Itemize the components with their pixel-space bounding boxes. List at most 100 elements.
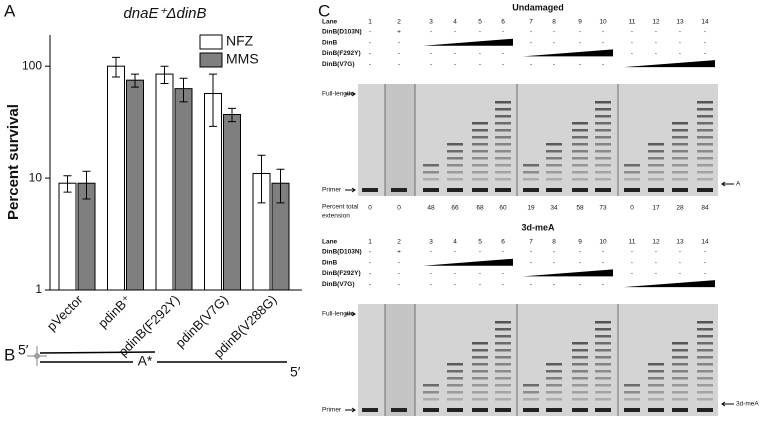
gel-band xyxy=(672,171,688,174)
gel-band xyxy=(595,108,611,111)
condition-mark: - xyxy=(398,259,400,266)
condition-mark: - xyxy=(631,29,633,36)
gel-band xyxy=(523,398,539,401)
condition-mark: - xyxy=(602,61,604,68)
gel-band xyxy=(697,178,713,181)
gel-band xyxy=(546,363,562,366)
gel-band xyxy=(624,408,640,412)
gel-band xyxy=(495,108,511,111)
condition-mark: - xyxy=(553,29,555,36)
wedge xyxy=(624,60,715,68)
condition-mark: - xyxy=(679,270,681,277)
gel-band xyxy=(697,115,713,118)
gel-band xyxy=(523,178,539,181)
condition-mark: - xyxy=(631,270,633,277)
gel-band xyxy=(572,398,588,401)
primer-label: Primer xyxy=(322,407,342,414)
gel-band xyxy=(648,171,664,174)
condition-mark: + xyxy=(397,29,401,36)
condition-mark: - xyxy=(679,39,681,46)
gel-band xyxy=(472,377,488,380)
arrow xyxy=(345,91,356,97)
lane-header: Lane xyxy=(322,239,338,246)
gel-band xyxy=(697,122,713,125)
lane-number: 12 xyxy=(652,239,660,246)
condition-mark: - xyxy=(430,281,432,288)
gel-band xyxy=(572,157,588,160)
row-label: DinB(V7G) xyxy=(322,61,355,68)
gel-band xyxy=(495,150,511,153)
condition-mark: + xyxy=(397,249,401,256)
extension-value: 66 xyxy=(451,205,459,212)
gel-band xyxy=(423,188,439,192)
gel-band xyxy=(572,370,588,373)
gel-band xyxy=(572,178,588,181)
gel-band xyxy=(472,349,488,352)
gel-band xyxy=(697,408,713,412)
condition-mark: - xyxy=(602,29,604,36)
condition-mark: - xyxy=(704,39,706,46)
gel-band xyxy=(546,188,562,192)
gel-band xyxy=(495,391,511,394)
gel-band xyxy=(595,384,611,387)
condition-mark: - xyxy=(704,50,706,57)
gel-band xyxy=(572,129,588,132)
gel-band xyxy=(672,342,688,345)
gel-band xyxy=(595,188,611,192)
condition-mark: - xyxy=(454,270,456,277)
gel-band xyxy=(648,157,664,160)
gel-band xyxy=(572,356,588,359)
gel-band xyxy=(472,129,488,132)
gel-band xyxy=(595,122,611,125)
gel-band xyxy=(472,150,488,153)
gel-band xyxy=(672,129,688,132)
gel-band xyxy=(546,164,562,167)
gel-band xyxy=(624,178,640,181)
lane-number: 6 xyxy=(501,19,505,26)
gel-band xyxy=(595,377,611,380)
condition-mark: - xyxy=(479,29,481,36)
gel-band xyxy=(472,408,488,412)
condition-mark: - xyxy=(479,249,481,256)
gel-band xyxy=(672,136,688,139)
extension-label: Percent total xyxy=(322,204,359,211)
condition-mark: - xyxy=(704,29,706,36)
gel-band xyxy=(472,171,488,174)
bar xyxy=(107,65,125,291)
row-label: DinB(D103N) xyxy=(322,249,362,256)
error-bar xyxy=(228,107,236,123)
gel-band xyxy=(697,188,713,192)
gel-band xyxy=(697,370,713,373)
lane-number: 8 xyxy=(552,239,556,246)
condition-mark: - xyxy=(502,270,504,277)
gel-band xyxy=(472,398,488,401)
condition-mark: - xyxy=(398,50,400,57)
condition-mark: - xyxy=(479,61,481,68)
lesion-arrow-label: A xyxy=(736,181,741,188)
gel-band xyxy=(697,335,713,338)
gel-band xyxy=(595,157,611,160)
gel-band xyxy=(472,188,488,192)
condition-mark: - xyxy=(479,281,481,288)
gel-band xyxy=(523,408,539,412)
gel-band xyxy=(495,328,511,331)
lane-number: 11 xyxy=(629,19,636,26)
gel-band xyxy=(595,356,611,359)
condition-mark: - xyxy=(631,249,633,256)
lane-number: 8 xyxy=(552,19,556,26)
condition-mark: - xyxy=(553,39,555,46)
extension-value: 68 xyxy=(476,205,484,212)
lane-number: 7 xyxy=(529,239,533,246)
bar xyxy=(126,79,144,291)
gel-band xyxy=(648,370,664,373)
gel-band xyxy=(672,356,688,359)
gel-band xyxy=(546,408,562,412)
condition-mark: - xyxy=(454,281,456,288)
bar xyxy=(174,88,193,291)
extension-value: 0 xyxy=(630,205,634,212)
gel-band xyxy=(546,171,562,174)
condition-mark: - xyxy=(369,259,371,266)
y-tick-label: 1 xyxy=(35,282,42,296)
gel-band xyxy=(624,188,640,192)
extension-value: 73 xyxy=(599,205,607,212)
